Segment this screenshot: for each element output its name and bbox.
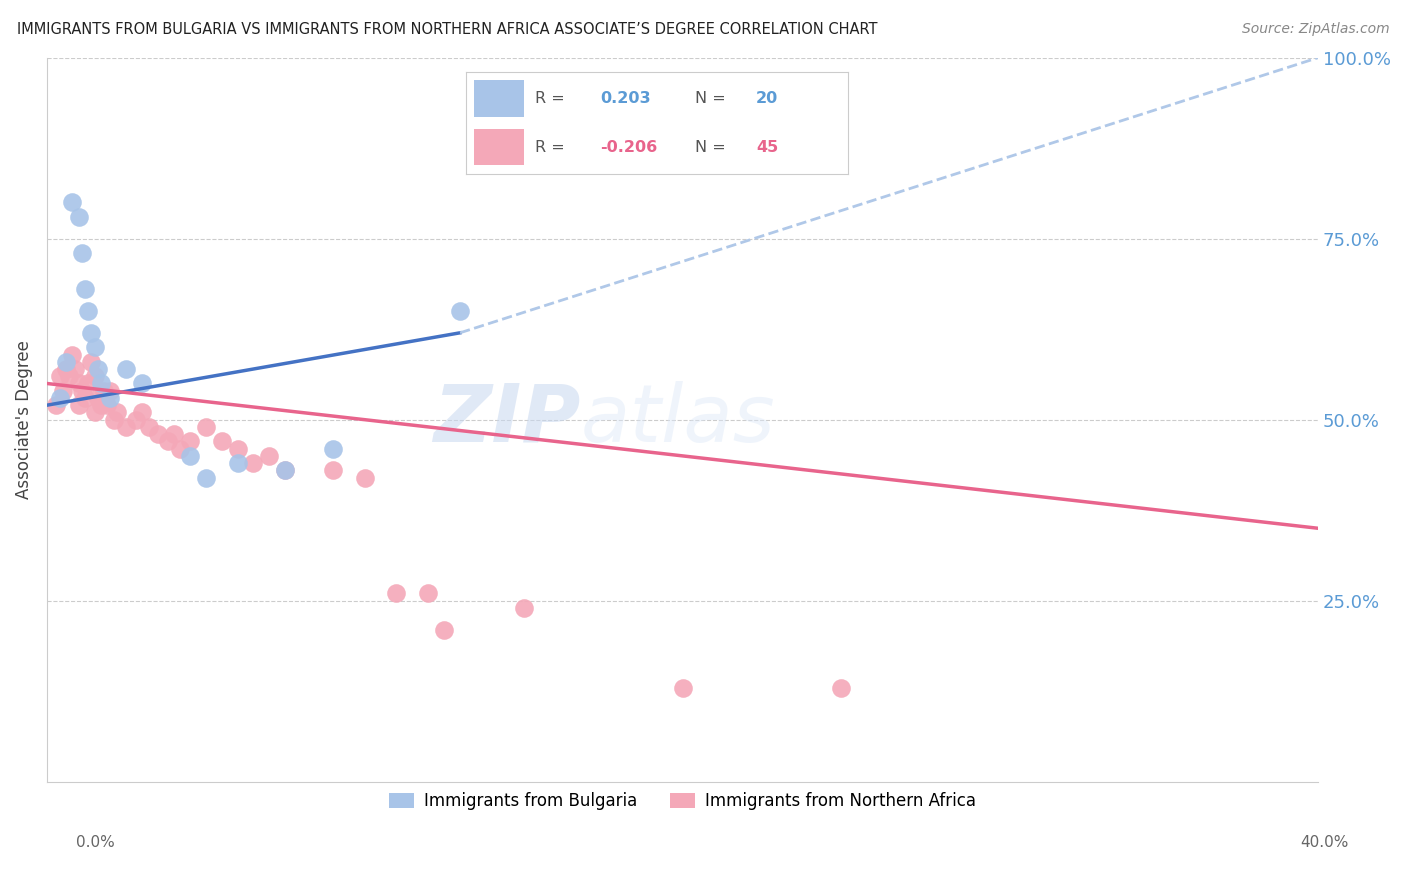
Point [125, 412, 148, 426]
Point [259, 449, 281, 463]
Point [83, 369, 105, 384]
Point [48, 391, 70, 405]
Point [77, 376, 100, 391]
Point [194, 470, 217, 484]
Point [93, 384, 115, 398]
Point [211, 434, 233, 449]
Point [45, 398, 67, 412]
Point [48, 369, 70, 384]
Point [100, 384, 122, 398]
Point [433, 623, 456, 637]
Point [274, 463, 297, 477]
Point [671, 681, 693, 695]
Point [87, 362, 110, 376]
Point [830, 681, 852, 695]
Point [70, 384, 93, 398]
Point [194, 420, 217, 434]
Point [131, 376, 153, 391]
Text: 40.0%: 40.0% [1301, 836, 1348, 850]
Point [65, 362, 87, 376]
Point [83, 405, 105, 419]
Point [353, 470, 375, 484]
Point [115, 362, 138, 376]
Point [73, 391, 96, 405]
Point [58, 369, 80, 384]
Point [169, 442, 191, 456]
Point [226, 456, 249, 470]
Point [100, 391, 122, 405]
Point [179, 434, 201, 449]
Point [80, 355, 103, 369]
Point [52, 384, 75, 398]
Point [96, 398, 118, 412]
Point [115, 420, 138, 434]
Point [73, 282, 96, 296]
Point [385, 586, 408, 600]
Point [90, 376, 112, 391]
Y-axis label: Associate's Degree: Associate's Degree [15, 340, 32, 500]
Point [103, 412, 125, 426]
Text: 0.0%: 0.0% [76, 836, 115, 850]
Point [55, 362, 77, 376]
Legend: Immigrants from Bulgaria, Immigrants from Northern Africa: Immigrants from Bulgaria, Immigrants fro… [382, 786, 983, 817]
Text: IMMIGRANTS FROM BULGARIA VS IMMIGRANTS FROM NORTHERN AFRICA ASSOCIATE’S DEGREE C: IMMIGRANTS FROM BULGARIA VS IMMIGRANTS F… [17, 22, 877, 37]
Point [55, 355, 77, 369]
Point [226, 442, 249, 456]
Text: ZIP: ZIP [433, 381, 581, 458]
Point [87, 391, 110, 405]
Point [163, 427, 186, 442]
Point [274, 463, 297, 477]
Point [146, 427, 169, 442]
Point [60, 195, 83, 210]
Point [60, 347, 83, 361]
Point [131, 405, 153, 419]
Text: Source: ZipAtlas.com: Source: ZipAtlas.com [1241, 22, 1389, 37]
Point [138, 420, 160, 434]
Point [105, 405, 128, 419]
Point [322, 442, 344, 456]
Point [83, 340, 105, 354]
Point [156, 434, 179, 449]
Point [179, 449, 201, 463]
Point [70, 246, 93, 260]
Point [80, 326, 103, 340]
Point [242, 456, 264, 470]
Point [322, 463, 344, 477]
Point [90, 398, 112, 412]
Point [418, 586, 440, 600]
Point [67, 376, 90, 391]
Point [512, 601, 534, 615]
Point [77, 304, 100, 318]
Point [67, 210, 90, 224]
Text: atlas: atlas [581, 381, 776, 458]
Point [449, 304, 471, 318]
Point [67, 398, 90, 412]
